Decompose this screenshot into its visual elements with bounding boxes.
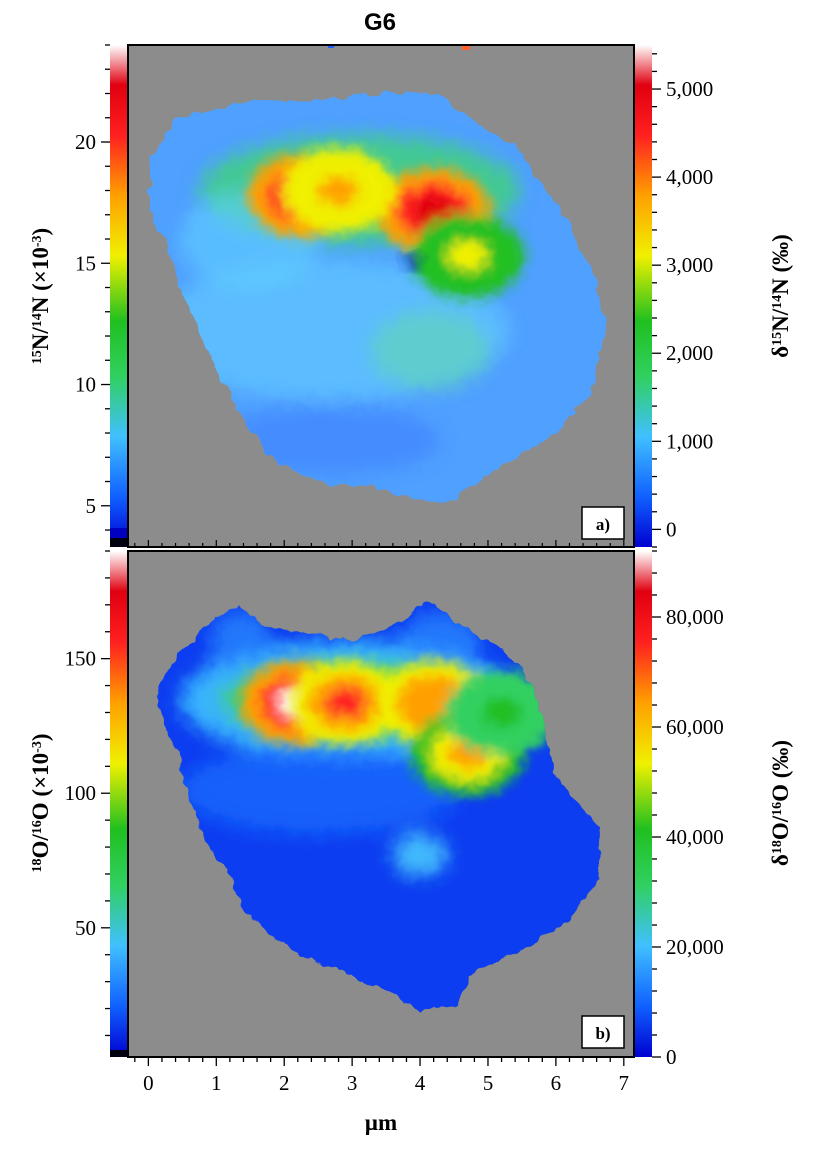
x-tick-label: 1 [211, 1071, 222, 1095]
yb-l-end: O (×10 [28, 753, 53, 820]
left-tick-label: 10 [75, 373, 96, 397]
panel-a-depletion-spot [404, 256, 420, 268]
left-tick-label: 5 [86, 494, 97, 518]
right-tick-label: 2,000 [666, 341, 713, 365]
right-tick-label: 40,000 [666, 825, 724, 849]
left-tick-label: 100 [65, 781, 97, 805]
x-tick-label: 4 [415, 1071, 426, 1095]
yb-l-sup1: 18 [30, 859, 45, 873]
ya-r-sup1: 15 [770, 332, 785, 346]
panel-b-colorbar-right [635, 551, 652, 1057]
panel-b-left-axis-label: 18O/16O (×10-3) [28, 733, 53, 872]
heatmap-hotspot [413, 687, 454, 718]
left-tick-label: 50 [75, 916, 96, 940]
yb-r-pre: δ [768, 854, 793, 866]
ya-l-sup3: -3 [30, 235, 45, 247]
figure-title: G6 [364, 9, 396, 36]
left-tick-label: 150 [65, 647, 97, 671]
x-tick-label: 0 [143, 1071, 154, 1095]
yb-l-mid: O/ [28, 834, 53, 859]
panel-a-edge-speck [462, 45, 470, 50]
panel-a-colorbar-left [110, 45, 127, 547]
x-tick-label: 5 [483, 1071, 494, 1095]
x-tick-label: 7 [619, 1071, 630, 1095]
x-axis-label: µm [365, 1110, 397, 1135]
panel-a-label: a) [596, 515, 610, 534]
panel-b-label: b) [595, 1024, 610, 1043]
x-axis: 0 1 2 3 4 5 6 7 [134, 540, 630, 1095]
ya-l-close: ) [28, 228, 53, 236]
x-tick-label: 3 [347, 1071, 358, 1095]
panel-a-left-axis: 5 10 15 20 [75, 44, 110, 531]
heatmap-hotspot [318, 175, 359, 206]
right-tick-label: 1,000 [666, 429, 713, 453]
right-tick-label: 3,000 [666, 253, 713, 277]
left-tick-label: 15 [75, 251, 96, 275]
right-tick-label: 5,000 [666, 77, 713, 101]
left-tick-label: 20 [75, 130, 96, 154]
heatmap-hotspot [481, 697, 522, 728]
panel-a-edge-speck-2 [328, 45, 334, 48]
ya-l-sup2: 14 [30, 313, 45, 327]
right-tick-label: 4,000 [666, 165, 713, 189]
panel-b-label-box: b) [581, 1015, 625, 1049]
ya-l-sup1: 15 [30, 350, 45, 364]
panel-a-left-axis-label: 15N/14N (×10-3) [28, 228, 53, 364]
x-tick-label: 2 [279, 1071, 290, 1095]
panel-a-colorbar-right [635, 45, 652, 547]
panel-a-right-axis-label: δ15N/14N (‰) [768, 234, 793, 358]
panel-b-right-axis-label: δ18O/16O (‰) [768, 740, 793, 866]
panel-b-right-axis: 0 20,000 40,000 60,000 80,000 [652, 550, 724, 1069]
yb-r-end: O (‰) [768, 740, 793, 802]
yb-l-sup3: -3 [30, 741, 45, 753]
ya-r-end: N (‰) [768, 234, 793, 295]
x-tick-label: 6 [551, 1071, 562, 1095]
right-tick-label: 0 [666, 1045, 677, 1069]
yb-l-close: ) [28, 733, 53, 741]
heatmap-hotspot [325, 687, 366, 718]
panel-a-right-axis: 0 1,000 2,000 3,000 4,000 5,000 [652, 53, 713, 548]
ya-l-end: N (×10 [28, 247, 53, 313]
panel-a-label-box: a) [581, 506, 625, 540]
yb-r-sup2: 16 [770, 802, 785, 816]
right-tick-label: 80,000 [666, 605, 724, 629]
panel-b-colorbar-left [110, 551, 127, 1057]
panel-b-frame [127, 550, 635, 1058]
panel-b-left-axis: 50 100 150 [65, 550, 110, 1037]
yb-r-mid: O/ [768, 815, 793, 840]
ya-r-mid: N/ [768, 308, 793, 332]
right-tick-label: 20,000 [666, 935, 724, 959]
yb-r-sup1: 18 [770, 840, 785, 854]
panel-a-frame [127, 44, 635, 548]
yb-l-sup2: 16 [30, 820, 45, 834]
panel-b: b) 50 100 150 0 20,000 40,000 60,000 80,000 [65, 550, 724, 1069]
heatmap-hotspot [447, 240, 488, 271]
right-tick-label: 60,000 [666, 715, 724, 739]
ya-r-pre: δ [768, 346, 793, 358]
right-tick-label: 0 [666, 517, 677, 541]
ya-r-sup2: 14 [770, 295, 785, 309]
panel-a: a) 5 10 15 20 0 1,000 2,000 3,000 4,000 5,000 [75, 44, 713, 548]
ya-l-mid: N/ [28, 327, 53, 351]
